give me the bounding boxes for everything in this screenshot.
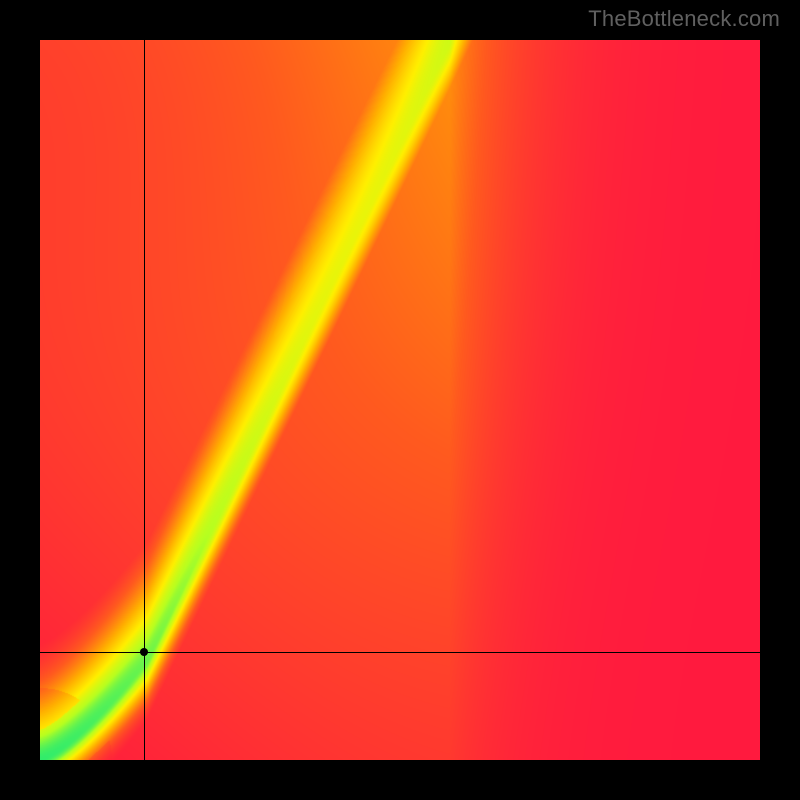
watermark-text: TheBottleneck.com: [588, 6, 780, 32]
crosshair-marker: [140, 648, 148, 656]
chart-container: TheBottleneck.com: [0, 0, 800, 800]
